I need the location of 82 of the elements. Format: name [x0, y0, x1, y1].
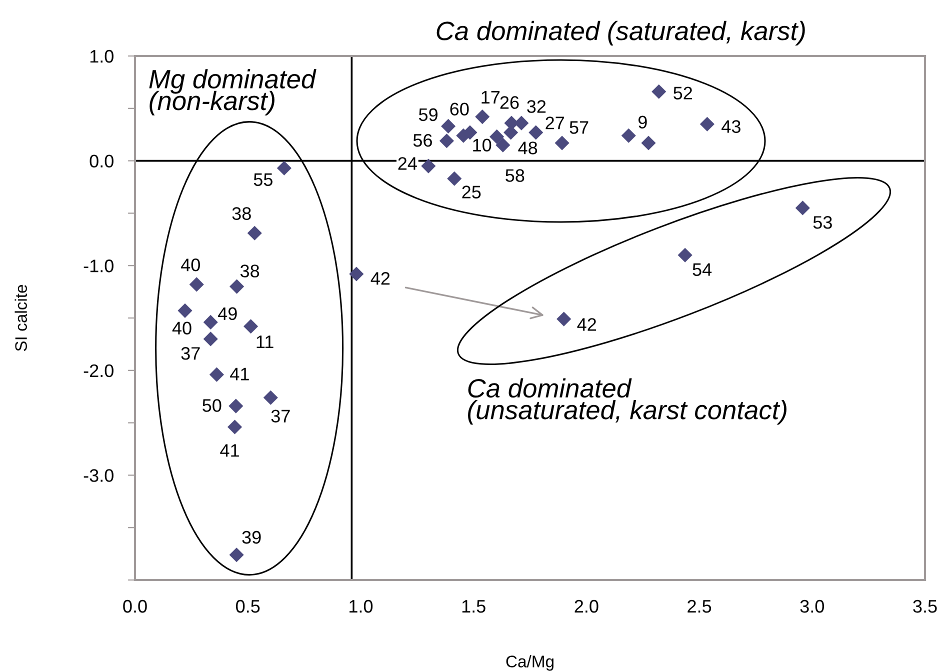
point [209, 367, 224, 382]
annotation: 41 [220, 444, 239, 457]
x-tick-label: 0.5 [236, 600, 260, 613]
point [641, 136, 656, 150]
annotation: 42 [577, 318, 596, 331]
annotation: 27 [546, 116, 564, 130]
annotation: 41 [230, 368, 249, 380]
y-tick-label: -2.0 [84, 364, 114, 378]
point [178, 303, 192, 318]
annotation: 55 [254, 173, 272, 186]
text: Ca dominated (saturated, karst) [436, 20, 805, 46]
point [678, 248, 692, 262]
annotation: 24 [398, 157, 417, 170]
annotation: 25 [462, 186, 481, 198]
x-tick-label: 3.5 [913, 600, 937, 613]
annotation: 50 [202, 399, 222, 412]
point [228, 398, 244, 414]
annotation: 52 [674, 86, 692, 100]
annotation: 53 [813, 216, 832, 229]
x-tick-label: 2.0 [574, 600, 598, 613]
annotation: 57 [570, 121, 588, 134]
annotation: 54 [692, 263, 712, 276]
y-tick-label: -1.0 [84, 260, 114, 272]
point [227, 420, 242, 434]
point [514, 116, 529, 130]
point [528, 125, 544, 140]
y-tick-label: -3.0 [84, 469, 114, 482]
x-tick-label: 1.5 [462, 600, 486, 613]
annotation: 60 [450, 102, 469, 116]
annotation: 48 [518, 142, 538, 154]
point [203, 314, 218, 330]
point [554, 136, 570, 150]
annotation: 37 [181, 347, 200, 360]
y-tick-label: 1.0 [90, 50, 114, 63]
annotation: 9 [638, 116, 647, 128]
annotation: 49 [218, 307, 237, 320]
point [700, 116, 714, 132]
point [244, 319, 258, 334]
point [203, 332, 218, 346]
point [621, 128, 636, 143]
annotation: Mg dominated (non-karst) [149, 69, 316, 116]
x-tick-label: 2.5 [688, 600, 712, 613]
point [349, 266, 364, 282]
annotation: 59 [418, 108, 438, 122]
point [230, 279, 244, 294]
x-tick-label: 1.0 [350, 600, 373, 613]
annotation: 38 [232, 207, 251, 220]
annotation: 26 [500, 96, 519, 109]
point [189, 277, 204, 292]
annotation: 10 [473, 138, 492, 152]
annotation: 40 [172, 322, 192, 335]
point [276, 160, 292, 176]
annotation: 37 [271, 410, 290, 422]
annotation: 39 [242, 530, 261, 544]
annotation: 42 [370, 272, 390, 285]
annotation: 11 [256, 336, 274, 348]
x-tick-label: 0.0 [123, 600, 147, 613]
x-tick-label: 3.0 [800, 600, 824, 613]
point [229, 548, 244, 562]
point [421, 158, 436, 174]
point [475, 110, 490, 124]
annotation: Ca dominated (unsaturated, karst contact) [468, 378, 786, 425]
annotation: 43 [722, 120, 740, 133]
point [556, 312, 572, 326]
point [447, 171, 462, 186]
annotation: 56 [413, 134, 432, 147]
point [795, 200, 810, 216]
annotation: 58 [506, 169, 524, 182]
y-axis-title: SI calcite [14, 284, 27, 352]
point [490, 129, 504, 144]
y-tick-label: 0.0 [90, 154, 114, 168]
point [496, 138, 510, 152]
x-axis-title: Ca/Mg [506, 655, 554, 671]
point [441, 118, 456, 134]
point [247, 226, 262, 240]
annotation: 38 [240, 264, 260, 278]
annotation: 32 [527, 100, 546, 113]
point [439, 134, 454, 148]
annotation: 40 [180, 258, 200, 272]
annotation: 17 [482, 91, 500, 104]
point [263, 390, 278, 405]
point [652, 84, 666, 99]
